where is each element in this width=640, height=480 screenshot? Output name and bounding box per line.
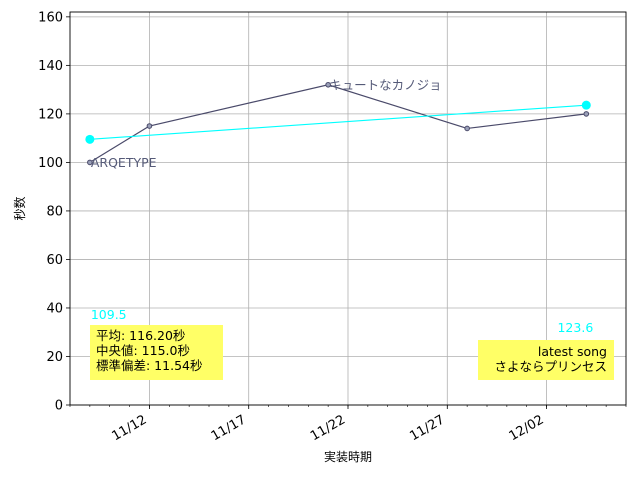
x-axis-label: 実装時期 — [324, 449, 372, 464]
y-tick-label: 100 — [38, 156, 63, 171]
y-tick-label: 60 — [46, 253, 63, 268]
y-tick-label: 20 — [46, 350, 63, 365]
trend-endpoint — [581, 100, 591, 110]
data-point — [146, 123, 153, 129]
trend-endpoint — [85, 134, 95, 144]
y-tick-label: 0 — [55, 399, 63, 414]
stats-line: 中央値: 115.0秒 — [96, 343, 190, 358]
latest-box — [478, 340, 614, 380]
plot-frame — [69, 11, 627, 406]
grid-lines — [70, 12, 626, 406]
data-point — [87, 159, 93, 166]
stats-line: 標準偏差: 11.54秒 — [96, 358, 202, 373]
trend-value-label: 123.6 — [557, 320, 593, 335]
data-point — [325, 81, 331, 88]
y-tick-label: 80 — [46, 204, 63, 219]
latest-line: さよならプリンセス — [494, 359, 607, 374]
point-label: キュートなカノジョ — [329, 77, 442, 92]
annotation-layer: ARQETYPE キュートなカノジョ 109.5 123.6 平均: 116.20秒中央… — [90, 77, 614, 380]
point-label: ARQETYPE — [91, 155, 157, 170]
y-tick-label: 140 — [38, 59, 63, 74]
stats-box — [90, 325, 223, 380]
data-point — [464, 125, 470, 132]
data-point — [583, 111, 590, 117]
y-tick-label: 160 — [38, 10, 63, 25]
latest-line: latest song — [538, 344, 607, 359]
y-axis-label: 秒数 — [12, 196, 27, 220]
stats-line: 平均: 116.20秒 — [96, 328, 185, 343]
trend-line — [89, 104, 587, 140]
series-layer — [85, 81, 591, 166]
y-tick-label: 120 — [38, 107, 63, 122]
trend-value-label: 109.5 — [91, 307, 127, 322]
y-tick-label: 40 — [46, 301, 63, 316]
